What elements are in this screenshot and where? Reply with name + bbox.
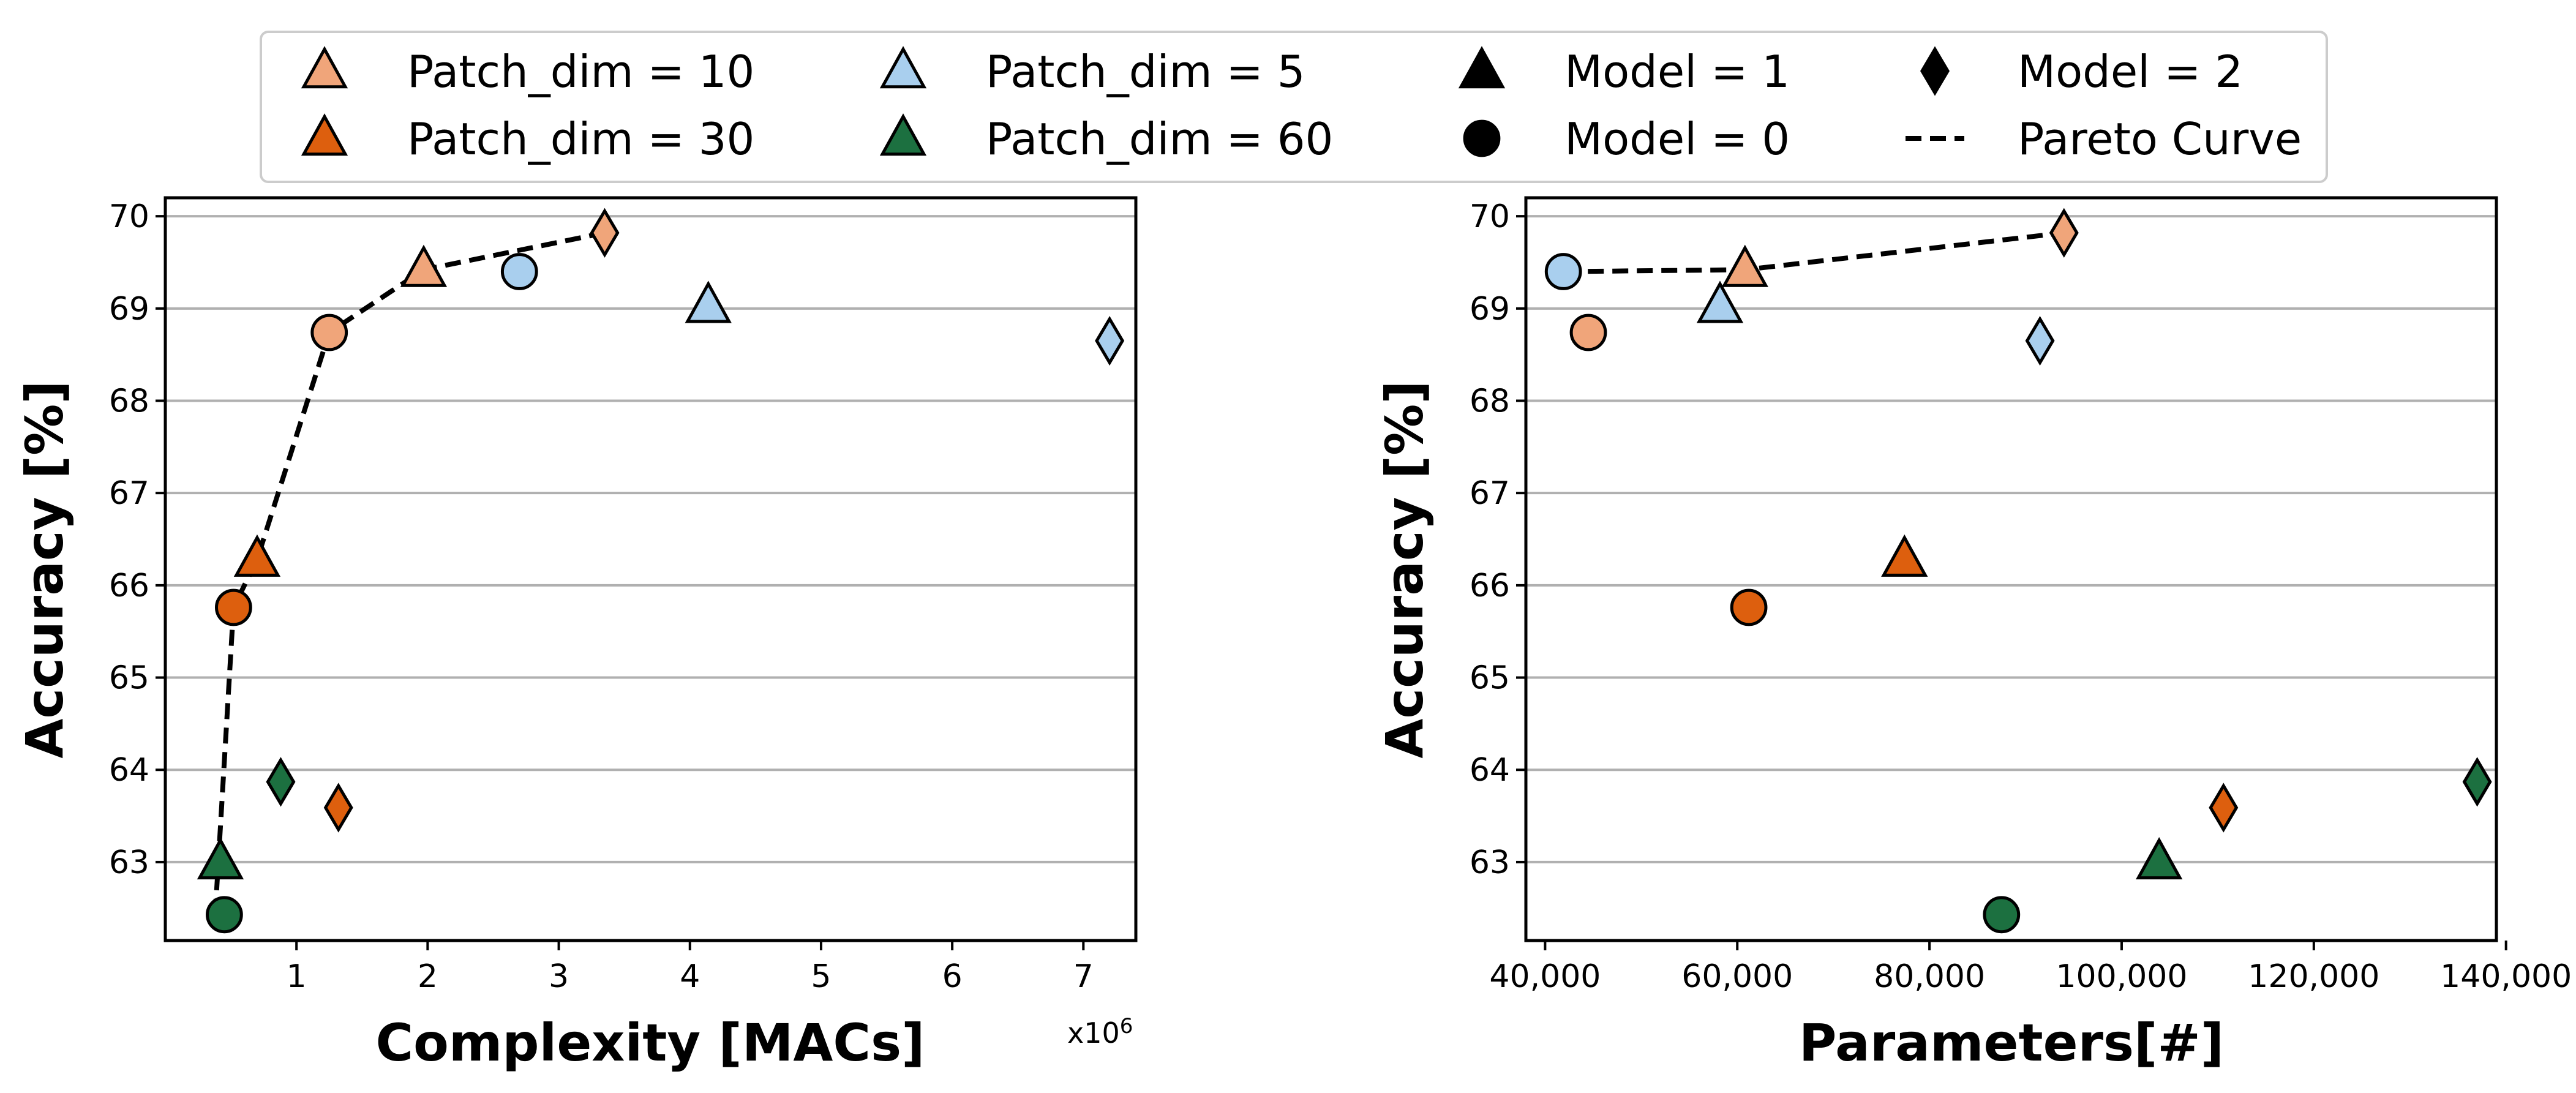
x-tick-label: 6: [942, 958, 963, 995]
x-tick-label: 40,000: [1489, 958, 1601, 995]
y-tick-label: 65: [1470, 660, 1510, 697]
x-tick-label: 3: [549, 958, 569, 995]
legend-label: Patch_dim = 30: [407, 113, 754, 165]
left-plot-frame: [163, 196, 1138, 942]
right-y-ticks: 63 64 65 66 67 68 69 70: [1470, 198, 1526, 881]
y-tick-label: 63: [1470, 844, 1510, 881]
legend-frame: [260, 31, 2328, 183]
point-patch30-model2: [323, 783, 353, 833]
point-patch5-model0: [500, 253, 538, 290]
legend-label: Patch_dim = 5: [986, 46, 1305, 97]
x-tick-label: 4: [680, 958, 700, 995]
point-patch5-model0: [1544, 253, 1582, 290]
point-patch30-model1: [1881, 534, 1928, 577]
y-tick-label: 66: [109, 568, 149, 604]
legend-swatch-triangle: [301, 46, 348, 89]
x-tick-label: 60,000: [1681, 958, 1793, 995]
point-patch30-model2: [2209, 783, 2239, 833]
y-tick-label: 68: [109, 383, 149, 420]
offset-exponent: 6: [1120, 1014, 1133, 1039]
y-tick-label: 70: [1470, 198, 1510, 235]
legend-swatch-triangle: [879, 46, 927, 89]
point-patch30-model0: [1730, 588, 1768, 626]
point-patch5-model2: [1095, 315, 1125, 366]
left-points: [197, 208, 1125, 934]
legend: Patch_dim = 10 Patch_dim = 30 Patch_dim = …: [260, 31, 2328, 183]
right-x-axis-label: Parameters[#]: [1799, 1013, 2224, 1073]
left-y-ticks: 63 64 65 66 67 68 69 70: [109, 198, 165, 881]
left-pareto-curve: [212, 230, 606, 915]
x-tick-label: 140,000: [2440, 958, 2572, 995]
legend-label: Pareto Curve: [2018, 113, 2302, 165]
left-grid: [165, 215, 1136, 863]
right-plot-frame: [1524, 196, 2498, 942]
y-tick-label: 68: [1470, 383, 1510, 420]
offset-base: x10: [1067, 1016, 1120, 1050]
point-patch30-model1: [233, 534, 281, 577]
left-x-ticks: 1 2 3 4 5 6 7: [287, 941, 1094, 995]
point-patch10-model1: [1721, 244, 1768, 287]
point-patch5-model1: [1696, 280, 1744, 323]
x-tick-label: 7: [1073, 958, 1094, 995]
legend-swatch-triangle: [879, 113, 927, 156]
point-patch30-model0: [214, 588, 252, 626]
right-x-ticks: 40,000 60,000 80,000 100,000 120,000 140,000: [1489, 941, 2572, 995]
y-tick-label: 67: [1470, 475, 1510, 512]
legend-label: Patch_dim = 10: [407, 46, 754, 97]
right-chart: 63 64 65 66 67 68 69 70 40,000 60,000 80,000 100,0…: [1375, 196, 2572, 1073]
x-tick-label: 100,000: [2056, 958, 2187, 995]
point-patch10-model1: [400, 244, 448, 287]
point-patch5-model2: [2025, 315, 2055, 366]
x-tick-label: 80,000: [1874, 958, 1985, 995]
point-patch10-model0: [1569, 314, 1607, 351]
legend-label: Model = 2: [2018, 46, 2243, 97]
y-tick-label: 67: [109, 475, 149, 512]
y-tick-label: 63: [109, 844, 149, 881]
right-grid: [1526, 215, 2496, 863]
legend-label: Model = 0: [1564, 113, 1790, 165]
point-patch60-model2: [266, 757, 296, 807]
legend-swatch-diamond: [1920, 46, 1950, 96]
point-patch60-model0: [206, 896, 243, 934]
point-patch60-model2: [2462, 757, 2492, 807]
legend-swatch-circle: [1463, 119, 1501, 157]
legend-swatch-triangle: [1458, 46, 1506, 89]
y-tick-label: 64: [1470, 752, 1510, 789]
point-patch60-model1: [197, 837, 244, 880]
point-patch60-model0: [1983, 896, 2021, 934]
legend-label: Patch_dim = 60: [986, 113, 1333, 165]
point-patch10-model0: [310, 314, 348, 351]
legend-label: Model = 1: [1564, 46, 1790, 97]
right-y-axis-label: Accuracy [%]: [1375, 380, 1435, 758]
y-tick-label: 66: [1470, 568, 1510, 604]
y-tick-label: 70: [109, 198, 149, 235]
point-patch10-model2: [590, 208, 620, 258]
point-patch10-model2: [2049, 208, 2079, 258]
y-tick-label: 65: [109, 660, 149, 697]
pareto-line: [212, 230, 606, 915]
x-tick-label: 120,000: [2248, 958, 2379, 995]
y-tick-label: 64: [109, 752, 149, 789]
y-tick-label: 69: [109, 291, 149, 328]
left-y-axis-label: Accuracy [%]: [15, 380, 75, 758]
point-patch5-model1: [685, 280, 732, 323]
legend-swatch-triangle: [301, 113, 348, 156]
x-tick-label: 5: [811, 958, 831, 995]
x-tick-label: 1: [287, 958, 307, 995]
point-patch60-model1: [2136, 837, 2183, 880]
right-points: [1544, 208, 2492, 934]
x-tick-label: 2: [418, 958, 438, 995]
left-x-offset-label: x106: [1067, 1014, 1133, 1050]
y-tick-label: 69: [1470, 291, 1510, 328]
left-x-axis-label: Complexity [MACs]: [376, 1013, 925, 1073]
